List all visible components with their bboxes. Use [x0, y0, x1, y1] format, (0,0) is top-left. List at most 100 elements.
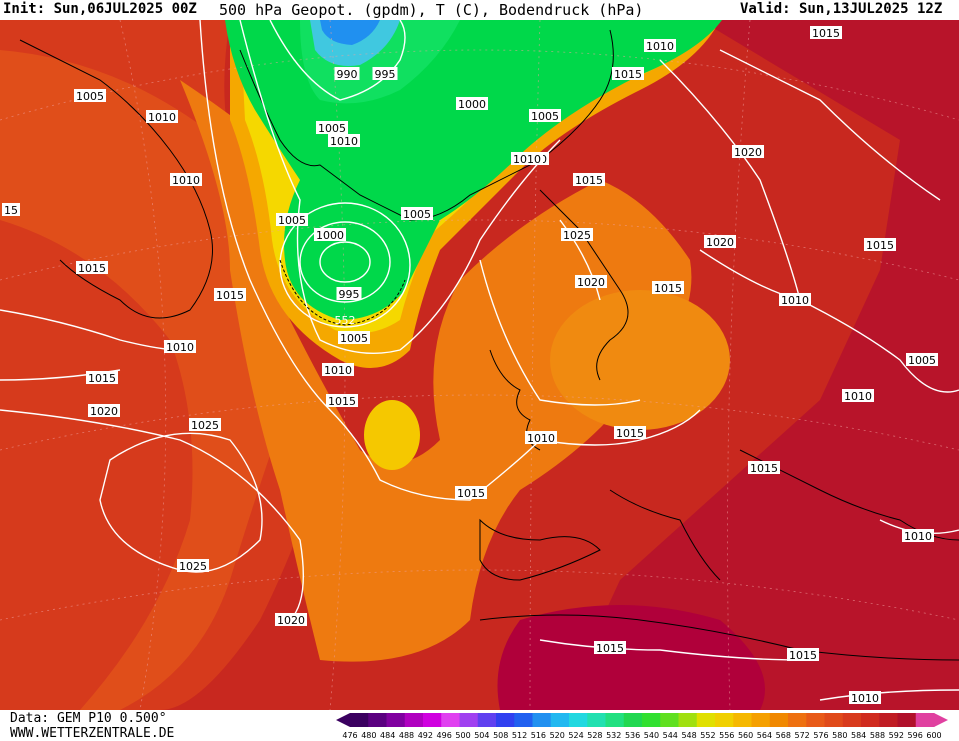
colorbar-tick-label: 580	[832, 731, 847, 739]
isobar-label: 1010	[902, 529, 934, 543]
isobar-label-bg	[525, 431, 557, 444]
colorbar-swatch	[477, 713, 497, 727]
isobar-label-text: 1015	[616, 427, 644, 440]
colorbar-swatch	[733, 713, 752, 727]
colorbar-tick-label: 592	[889, 731, 904, 739]
isobar-label: 1005	[276, 213, 308, 227]
isobar-label-text: 1020	[577, 276, 605, 289]
isobar-label: 1020	[575, 275, 607, 289]
colorbar-swatch	[532, 713, 552, 727]
colorbar-swatch	[642, 713, 661, 727]
isobar-label-text: 1005	[531, 110, 559, 123]
isobar-label-bg	[614, 426, 646, 439]
colorbar-tick-label: 492	[418, 731, 433, 739]
isobar-label-bg	[455, 486, 487, 499]
iberia-coast	[479, 518, 601, 581]
colorbar-tick-label: 588	[870, 731, 885, 739]
colorbar-tick-label: 508	[493, 731, 508, 739]
isobar-label-text: 1015	[614, 68, 642, 81]
isobar-label-bg	[314, 228, 346, 241]
isobar-label-bg	[338, 331, 370, 344]
field-blue-core	[320, 20, 380, 45]
colorbar-swatch	[824, 713, 844, 727]
isobar-label: 990	[334, 67, 360, 81]
isobar-label: 1010	[644, 39, 676, 53]
colorbar-tick-label: 528	[587, 731, 602, 739]
isobar-label-bg	[275, 613, 307, 626]
colorbar-max-arrow	[934, 713, 948, 727]
colorbar-swatch	[842, 713, 862, 727]
isobar-label-text: 1000	[458, 98, 486, 111]
colorbar-swatch	[550, 713, 570, 727]
colorbar-swatch	[404, 713, 424, 727]
isobar-995	[319, 241, 371, 283]
colorbar-swatch	[441, 713, 460, 727]
colorbar-tick-label: 476	[342, 731, 357, 739]
isobar-label-text: 1005	[908, 354, 936, 367]
isobar-label-text: 1010	[330, 135, 358, 148]
isobar-label: 1010	[511, 152, 543, 166]
isobar-label-bg	[189, 418, 221, 431]
isobar-label-text: 1005	[76, 90, 104, 103]
isobar-label-bg	[336, 287, 362, 300]
isobar-label: 1025	[561, 228, 593, 242]
isobar-1015-ne	[719, 49, 941, 201]
isobar-label-text: 1010	[172, 174, 200, 187]
colorbar-swatch	[696, 713, 716, 727]
colorbar-swatch	[806, 713, 825, 727]
isobar-1015-med	[539, 639, 801, 661]
isobar-label-bg	[88, 404, 120, 417]
colorbar-tick-label: 524	[568, 731, 583, 739]
colorbar-tick-label: 484	[380, 731, 395, 739]
isobar-1020-atlantic	[0, 409, 304, 621]
colorbar-swatch	[459, 713, 479, 727]
isobar-label-bg	[276, 213, 308, 226]
isobars	[0, 20, 959, 701]
chart-title: 500 hPa Geopot. (gpdm), T (C), Bodendruc…	[219, 1, 644, 19]
isobar-label-text: 1010	[904, 530, 932, 543]
isobar-label: 1025	[177, 559, 209, 573]
isobar-label: 1020	[88, 404, 120, 418]
colorbar-swatch	[623, 713, 643, 727]
isobar-label-bg	[612, 67, 644, 80]
isobar-label-bg	[146, 110, 178, 123]
isobar-label-bg	[902, 529, 934, 542]
isobar-label-bg	[164, 340, 196, 353]
isobar-label: 1015	[86, 371, 118, 385]
field-orange-europe	[550, 290, 730, 430]
colorbar-tick-label: 520	[550, 731, 565, 739]
isobar-label-layer: 1005 1010 1010 1010 1015 1005 1010 1005 1005 1000…	[2, 26, 938, 705]
isobar-label: 1015	[326, 394, 358, 408]
isobar-label-text: 1005	[278, 214, 306, 227]
isobar-1010-west	[0, 309, 181, 351]
isobar-label-bg	[328, 134, 360, 147]
data-source: Data: GEM P10 0.500°	[10, 711, 167, 726]
isobar-label-text: 1010	[851, 692, 879, 705]
isobar-1015	[199, 20, 701, 501]
isobar-label: 1015	[614, 426, 646, 440]
isobar-label-text: 1005	[403, 208, 431, 221]
isobar-label: 1015	[787, 648, 819, 662]
colorbar-tick-label: 596	[908, 731, 923, 739]
isobar-label: 1000	[456, 97, 488, 111]
isobar-label-text: 1010	[646, 40, 674, 53]
isobar-label: 1010	[322, 363, 354, 377]
isobar-label-text: 1015	[789, 649, 817, 662]
isobar-label: 1010	[779, 293, 811, 307]
isobar-label: 1005	[74, 89, 106, 103]
colorbar-tick-label: 544	[663, 731, 678, 739]
isobar-label-text: 15	[4, 204, 18, 217]
isobar-label-bg	[810, 26, 842, 39]
isobar-label-bg	[644, 39, 676, 52]
colorbar-tick-label: 600	[926, 731, 941, 739]
colorbar-tick-label: 536	[625, 731, 640, 739]
isobar-label-bg	[74, 89, 106, 102]
isobar-label: 1005	[338, 331, 370, 345]
colorbar-swatch	[386, 713, 406, 727]
isobar-label-bg	[849, 691, 881, 704]
colorbar-swatch	[678, 713, 698, 727]
field-magenta-south	[497, 605, 765, 710]
isobar-label: 1010	[164, 340, 196, 354]
weather-map: 1005 1010 1010 1010 1015 1005 1010 1005 1005 1000…	[0, 20, 959, 710]
